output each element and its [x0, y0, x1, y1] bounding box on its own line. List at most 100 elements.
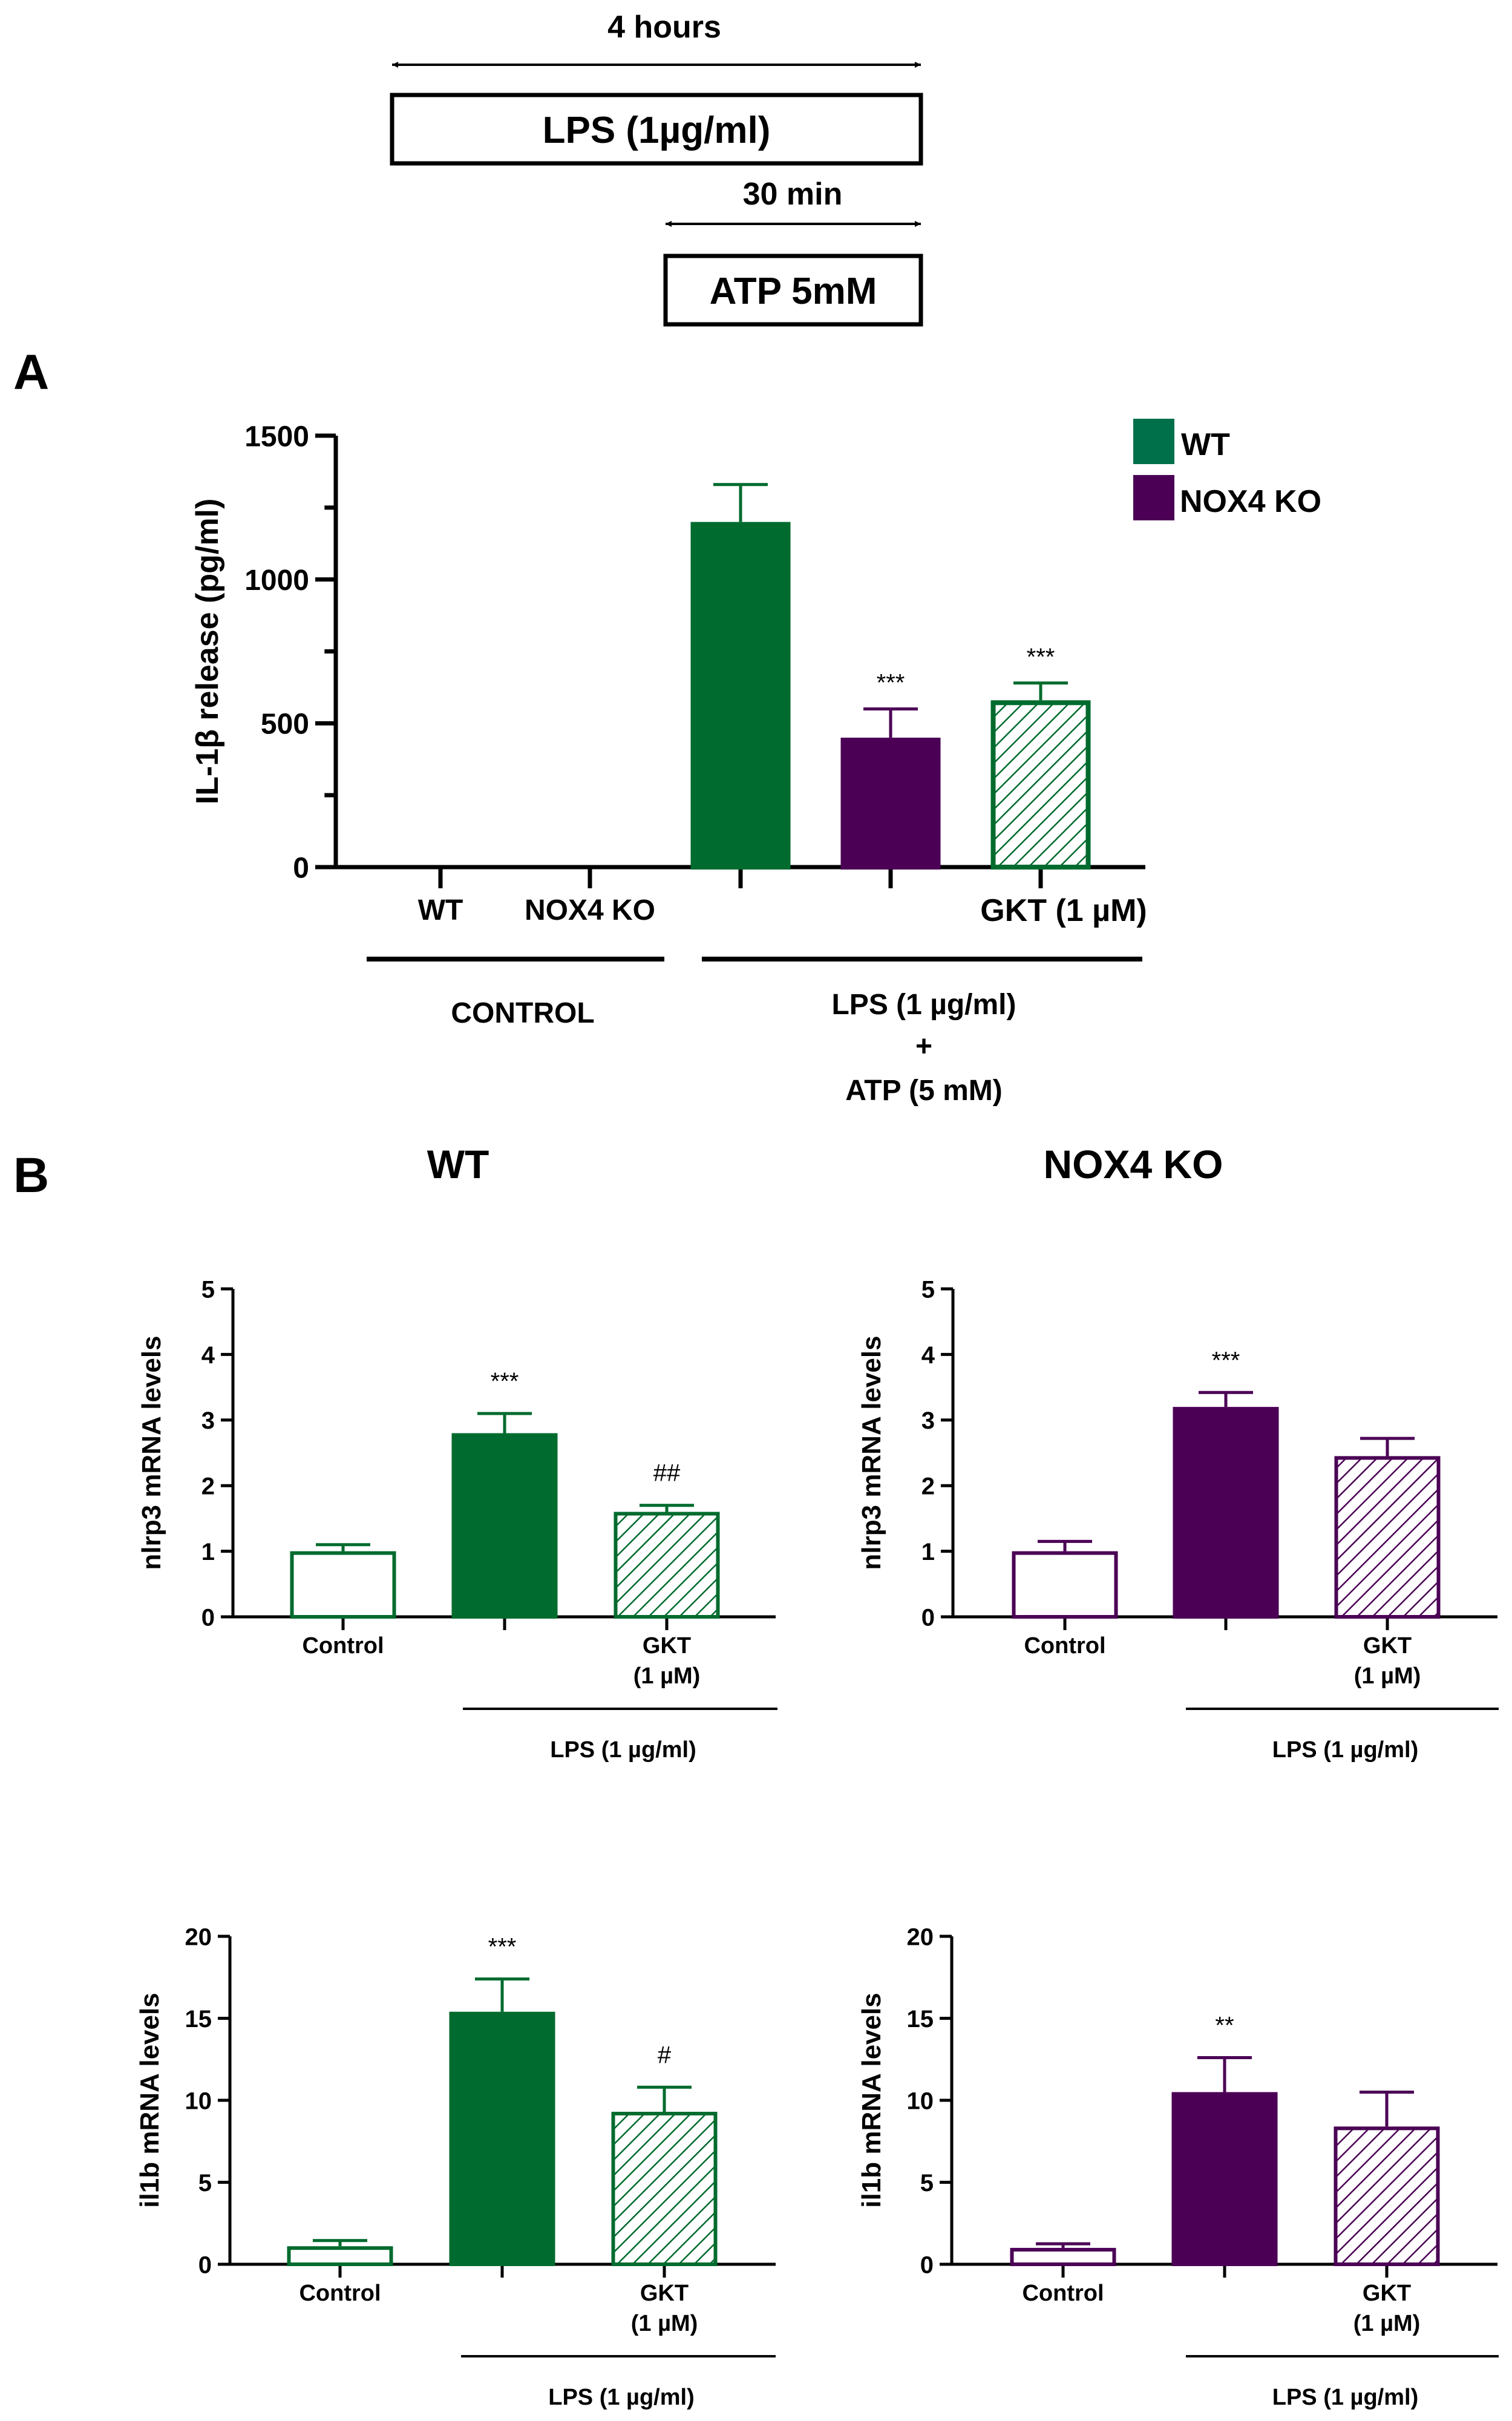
bar [1334, 2126, 1440, 2267]
xlabel-gkt-dose: (1 µM) [1354, 1663, 1421, 1689]
y-axis-label: il1b mRNA levels [135, 1993, 165, 2207]
y-tick-label: 10 [185, 2088, 212, 2114]
bar [1334, 1456, 1441, 1619]
y-tick-label: 15 [907, 2006, 934, 2033]
xlabel-gkt-dose: (1 µM) [631, 2311, 698, 2336]
bar [451, 1433, 558, 1619]
significance-annotation: *** [1027, 644, 1055, 670]
chart-nox4-il1b: 0 5 10 15 20 il1b mRNA levels ** Control GKT (1 µ… [857, 1924, 1499, 2410]
xlabel-gkt: GKT [1363, 1633, 1412, 1659]
xlabel-gkt-dose: (1 µM) [1353, 2311, 1421, 2336]
xlabel-control: Control [299, 2281, 381, 2306]
y-tick-label: 20 [907, 1924, 934, 1950]
y-tick-label: 15 [185, 2006, 212, 2033]
chart-wt-il1b: 0 5 10 15 20 il1b mRNA levels *** # Control GKT (1… [135, 1924, 776, 2410]
xlabel-control: Control [302, 1633, 384, 1659]
chart-wt-nlrp3: 0 1 2 3 4 5 nlrp3 mRNA levels *** ## Control GKT (1… [137, 1276, 777, 1763]
xlabel-nox4: NOX4 KO [525, 894, 655, 926]
lps-group-label: LPS (1 µg/ml) [550, 1737, 696, 1763]
bar [449, 2011, 555, 2266]
y-tick-label: 1000 [244, 565, 309, 597]
bar [611, 2111, 718, 2266]
y-axis-label: IL-1β release (pg/ml) [190, 499, 225, 805]
xlabel-gkt: GKT (1 µM) [980, 893, 1147, 928]
bar [840, 738, 941, 870]
y-tick-label: 0 [198, 2252, 212, 2278]
atp-box [663, 254, 923, 327]
panel-a-letter: A [13, 345, 49, 400]
y-tick-label: 20 [185, 1924, 212, 1950]
y-tick-label: 4 [201, 1342, 215, 1369]
panel-b: B WT NOX4 KO 0 1 2 3 4 5 nlrp3 mRNA levels *** #… [13, 1142, 1499, 2410]
bar [1173, 1407, 1279, 1619]
y-tick-label: 5 [201, 1276, 215, 1303]
significance-annotation: ** [1215, 2013, 1234, 2039]
lps-box [390, 93, 923, 166]
y-tick-label: 0 [921, 1604, 935, 1631]
protocol-schematic: 4 hours LPS (1µg/ml) 30 min ATP 5mM [390, 10, 923, 327]
y-axis-label: nlrp3 mRNA levels [137, 1335, 166, 1570]
y-tick-label: 4 [921, 1342, 935, 1369]
lps-group-label-line1: LPS (1 µg/ml) [831, 989, 1016, 1021]
bar [990, 700, 1091, 870]
significance-annotation: *** [488, 1933, 517, 1960]
bar [690, 522, 791, 870]
legend-wt-label: WT [1181, 427, 1230, 462]
y-tick-label: 1 [921, 1539, 935, 1565]
significance-annotation: ## [653, 1460, 681, 1487]
y-tick-label: 2 [201, 1473, 215, 1500]
y-tick-label: 1500 [244, 421, 309, 453]
panel-a: A 0 500 1000 1500 IL-1β release (pg/ml) *** **… [13, 345, 1321, 1107]
chart-a: 0 500 1000 1500 IL-1β release (pg/ml) *** *** [190, 421, 1145, 888]
y-tick-label: 10 [907, 2088, 934, 2114]
panel-b-title-nox4: NOX4 KO [1043, 1142, 1223, 1187]
y-tick-label: 3 [201, 1407, 215, 1434]
y-tick-label: 2 [921, 1473, 935, 1500]
y-tick-label: 0 [920, 2252, 934, 2278]
xlabel-control: Control [1022, 2281, 1104, 2306]
xlabel-wt: WT [418, 894, 463, 926]
y-axis-label: nlrp3 mRNA levels [857, 1335, 886, 1570]
atp-box-label: ATP 5mM [710, 270, 877, 312]
y-tick-label: 500 [261, 709, 309, 741]
xlabel-gkt: GKT [1363, 2281, 1411, 2306]
significance-annotation: *** [877, 670, 905, 696]
xlabel-gkt-dose: (1 µM) [633, 1663, 701, 1689]
lps-group-label: LPS (1 µg/ml) [1272, 2385, 1418, 2410]
bar [1171, 2092, 1278, 2266]
y-tick-label: 3 [921, 1407, 935, 1434]
bar [1012, 1551, 1118, 1619]
bar [1010, 2247, 1116, 2266]
bar [614, 1512, 720, 1619]
y-tick-label: 5 [921, 1276, 935, 1303]
significance-annotation: # [658, 2042, 672, 2068]
lps-group-label: LPS (1 µg/ml) [1272, 1737, 1418, 1763]
atp-duration-label: 30 min [743, 177, 843, 212]
lps-group-label-line2: + [915, 1030, 932, 1063]
lps-group-label: LPS (1 µg/ml) [548, 2385, 694, 2410]
legend-nox4-swatch [1133, 475, 1174, 520]
y-tick-label: 0 [293, 852, 309, 884]
y-tick-label: 5 [920, 2170, 934, 2197]
panel-b-title-wt: WT [427, 1142, 489, 1187]
lps-box-label: LPS (1µg/ml) [543, 110, 771, 151]
legend-wt-swatch [1133, 419, 1174, 464]
bar [290, 1551, 396, 1619]
lps-duration-label: 4 hours [607, 10, 721, 45]
chart-nox4-nlrp3: 0 1 2 3 4 5 nlrp3 mRNA levels *** Control GKT (1 µ… [857, 1276, 1499, 1763]
lps-group-label-line3: ATP (5 mM) [845, 1075, 1003, 1107]
y-tick-label: 5 [198, 2170, 212, 2197]
legend-nox4-label: NOX4 KO [1180, 484, 1321, 519]
control-group-label: CONTROL [451, 997, 594, 1029]
significance-annotation: *** [1212, 1347, 1240, 1374]
xlabel-gkt: GKT [643, 1633, 691, 1659]
y-tick-label: 0 [201, 1604, 215, 1631]
y-axis-label: il1b mRNA levels [857, 1993, 886, 2207]
y-tick-label: 1 [201, 1539, 215, 1565]
significance-annotation: *** [491, 1368, 519, 1395]
xlabel-gkt: GKT [640, 2281, 689, 2306]
panel-b-letter: B [13, 1148, 49, 1203]
bar [287, 2246, 393, 2266]
xlabel-control: Control [1024, 1633, 1105, 1659]
